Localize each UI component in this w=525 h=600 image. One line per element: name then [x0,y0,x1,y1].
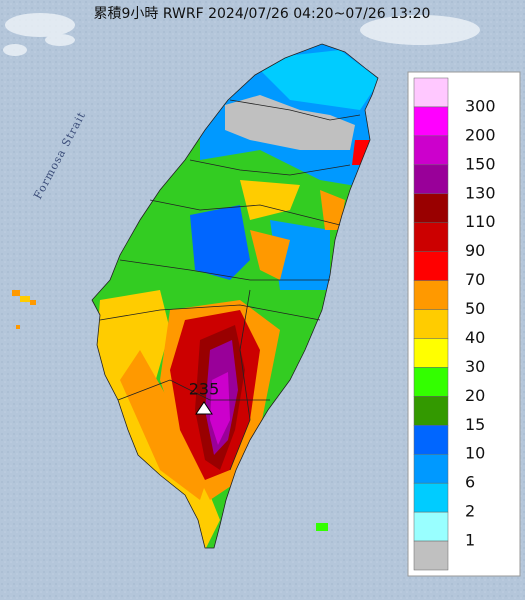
legend-swatch [413,425,449,455]
max-value-label: 235 [189,380,220,399]
legend-swatch [413,280,449,310]
legend-label: 200 [465,125,496,144]
offshore-echoes [12,290,328,531]
clouds [3,13,480,56]
legend-swatch [413,396,449,426]
legend-label: 150 [465,154,496,173]
legend-swatch [413,135,449,166]
county-borders [91,43,379,549]
legend-swatch [413,193,449,223]
legend-label: 10 [465,444,485,463]
legend-label: 300 [465,96,496,115]
legend-label: 2 [465,502,475,521]
legend-swatch [413,367,449,397]
legend-label: 90 [465,241,485,260]
legend-swatch [413,511,449,542]
legend-label: 30 [465,357,485,376]
legend-label: 130 [465,183,496,202]
legend-swatch [413,338,449,368]
legend-label: 40 [465,328,485,347]
max-marker [195,401,213,415]
legend-swatch [413,540,449,571]
legend-label: 70 [465,270,485,289]
legend-swatch [413,251,449,281]
legend-label: 20 [465,386,485,405]
legend-swatch [413,453,449,484]
legend-label: 1 [465,531,475,550]
legend-label: 50 [465,299,485,318]
map-title: 累積9小時 RWRF 2024/07/26 04:20~07/26 13:20 [94,6,431,22]
legend-swatch [413,482,449,513]
legend-swatch [413,309,449,339]
legend-swatch [413,106,449,137]
legend-label: 110 [465,212,496,231]
legend-label: 6 [465,473,475,492]
legend: 300 200 150 130 110 90 70 50 40 30 20 15 10 6 2 1 [413,77,496,571]
legend-swatch [413,77,449,108]
legend-label: 15 [465,415,485,434]
legend-swatch [413,164,449,195]
legend-swatch [413,222,449,252]
